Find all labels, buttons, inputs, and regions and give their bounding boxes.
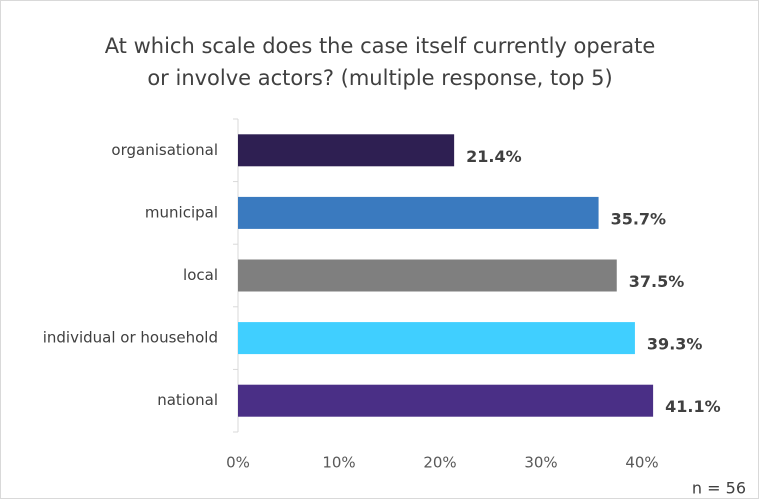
bar [238,259,617,292]
x-tick-label: 40% [625,454,658,472]
value-label: 21.4% [466,147,522,166]
value-label: 37.5% [629,272,685,291]
bar [238,384,654,417]
value-label: 39.3% [647,335,703,354]
bar [238,196,599,229]
y-tick-label: national [157,391,218,409]
x-tick-label: 30% [524,454,557,472]
y-tick-label: individual or household [43,329,218,347]
bar [238,322,635,355]
bar [238,134,455,167]
value-label: 41.1% [665,397,721,416]
x-tick-label: 0% [226,454,250,472]
x-tick-label: 20% [423,454,456,472]
y-tick-label: municipal [145,203,218,221]
y-tick-label: local [183,266,218,284]
chart-title: or involve actors? (multiple response, t… [147,66,612,90]
y-tick-label: organisational [111,141,218,159]
chart-title: At which scale does the case itself curr… [105,34,656,58]
annotation: n = 56 [692,479,746,498]
x-tick-label: 10% [322,454,355,472]
value-label: 35.7% [611,209,667,228]
